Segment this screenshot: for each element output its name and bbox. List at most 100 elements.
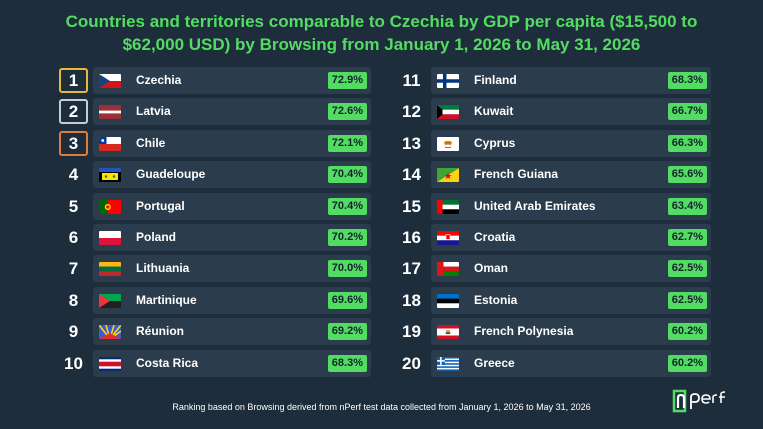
ranking-row: 20 Greece 60.2%: [397, 348, 711, 379]
percentage-badge: 60.2%: [667, 323, 707, 341]
reunion-flag-icon: [99, 325, 121, 340]
ranking-row: 4 Guadeloupe 70.4%: [59, 159, 371, 190]
country-bar: Martinique 69.6%: [93, 286, 371, 314]
martinique-flag-icon: [99, 293, 121, 308]
costa-rica-flag-icon: [99, 356, 121, 371]
percentage-badge: 62.5%: [667, 260, 707, 278]
rank-number: 18: [402, 290, 421, 310]
country-bar: Cyprus 66.3%: [431, 129, 711, 157]
percentage-badge: 65.6%: [667, 166, 707, 184]
rank-number: 4: [68, 165, 79, 185]
kuwait-flag-icon: [437, 105, 459, 120]
percentage-badge: 70.4%: [327, 197, 367, 215]
country-bar: Kuwait 66.7%: [431, 98, 711, 126]
rank-number: 13: [402, 133, 421, 153]
rank-number: 17: [402, 259, 421, 279]
percentage-badge: 70.0%: [327, 260, 367, 278]
country-name: Portugal: [136, 198, 185, 213]
ranking-row: 7 Lithuania 70.0%: [59, 253, 371, 284]
country-bar: Portugal 70.4%: [93, 192, 371, 220]
percentage-badge: 70.4%: [327, 166, 367, 184]
ranking-row: 2 Latvia 72.6%: [59, 96, 371, 127]
poland-flag-icon: [99, 230, 121, 245]
country-bar: Croatia 62.7%: [431, 223, 711, 251]
guadeloupe-flag-icon: [99, 168, 121, 183]
rank-number: 1: [59, 68, 88, 93]
ranking-row: 18 Estonia 62.5%: [397, 285, 711, 316]
rank-number: 6: [68, 227, 79, 247]
chile-flag-icon: [99, 136, 121, 151]
rank-number: 10: [64, 353, 83, 373]
ranking-row: 11 Finland 68.3%: [397, 65, 711, 96]
finland-flag-icon: [437, 74, 459, 88]
country-bar: Greece 60.2%: [431, 349, 711, 377]
ranking-row: 9 Réunion 69.2%: [59, 316, 371, 347]
cyprus-flag-icon: [437, 136, 459, 151]
country-name: Chile: [136, 135, 166, 150]
oman-flag-icon: [437, 262, 459, 277]
percentage-badge: 69.6%: [327, 291, 367, 309]
percentage-badge: 69.2%: [327, 323, 367, 341]
country-bar: French Polynesia 60.2%: [431, 318, 711, 346]
rank-number: 20: [402, 353, 421, 373]
percentage-badge: 60.2%: [667, 354, 707, 372]
ranking-row: 1 Czechia 72.9%: [59, 65, 371, 96]
lithuania-flag-icon: [99, 262, 121, 277]
country-name: Cyprus: [474, 135, 516, 150]
uae-flag-icon: [437, 199, 459, 214]
title-line-1: Countries and territories comparable to …: [65, 12, 698, 31]
ranking-row: 3 Chile 72.1%: [59, 128, 371, 159]
ranking-row: 15 United Arab Emirates 63.4%: [397, 191, 711, 222]
country-bar: Czechia 72.9%: [93, 67, 371, 94]
percentage-badge: 62.5%: [667, 291, 707, 309]
country-name: Martinique: [136, 292, 197, 307]
country-bar: Oman 62.5%: [431, 255, 711, 283]
country-bar: Costa Rica 68.3%: [93, 349, 371, 377]
country-bar: Lithuania 70.0%: [93, 255, 371, 283]
country-name: Lithuania: [136, 261, 190, 276]
country-name: Latvia: [136, 104, 171, 119]
country-name: Poland: [136, 229, 177, 244]
rank-number: 7: [68, 259, 79, 279]
latvia-flag-icon: [99, 105, 121, 120]
ranking-row: 16 Croatia 62.7%: [397, 222, 711, 253]
country-bar: Finland 68.3%: [431, 67, 711, 94]
country-name: Estonia: [474, 292, 518, 307]
country-name: Greece: [474, 355, 515, 370]
french-polynesia-flag-icon: [437, 325, 459, 340]
french-guiana-flag-icon: [437, 168, 459, 183]
ranking-row: 6 Poland 70.2%: [59, 222, 371, 253]
country-bar: Poland 70.2%: [93, 223, 371, 251]
ranking-row: 5 Portugal 70.4%: [59, 191, 371, 222]
ranking-row: 14 French Guiana 65.6%: [397, 159, 711, 190]
ranking-row: 17 Oman 62.5%: [397, 253, 711, 284]
rank-number: 12: [402, 102, 421, 122]
rank-number: 16: [402, 227, 421, 247]
percentage-badge: 72.1%: [327, 134, 367, 152]
percentage-badge: 66.3%: [667, 134, 707, 152]
percentage-badge: 68.3%: [667, 72, 707, 89]
rank-number: 9: [68, 322, 79, 342]
percentage-badge: 66.7%: [667, 103, 707, 121]
czechia-flag-icon: [99, 74, 121, 88]
country-bar: French Guiana 65.6%: [431, 161, 711, 189]
title-line-2: $62,000 USD) by Browsing from January 1,…: [122, 35, 641, 54]
country-name: Kuwait: [474, 104, 514, 119]
croatia-flag-icon: [437, 230, 459, 245]
percentage-badge: 72.6%: [327, 103, 367, 121]
rank-number: 15: [402, 196, 421, 216]
country-bar: Estonia 62.5%: [431, 286, 711, 314]
nperf-logo: [672, 389, 726, 413]
country-name: Guadeloupe: [136, 167, 206, 182]
ranking-row: 10 Costa Rica 68.3%: [59, 348, 371, 379]
page-title: Countries and territories comparable to …: [0, 10, 763, 56]
ranking-row: 8 Martinique 69.6%: [59, 285, 371, 316]
country-bar: Chile 72.1%: [93, 129, 371, 157]
ranking-column-right: 11 Finland 68.3% 12 Kuwait 66.7% 13 Cyprus 66.3%…: [397, 65, 711, 379]
country-name: Finland: [474, 73, 517, 87]
rank-number: 19: [402, 322, 421, 342]
percentage-badge: 63.4%: [667, 197, 707, 215]
country-name: Costa Rica: [136, 355, 199, 370]
estonia-flag-icon: [437, 293, 459, 308]
country-name: French Guiana: [474, 167, 559, 182]
